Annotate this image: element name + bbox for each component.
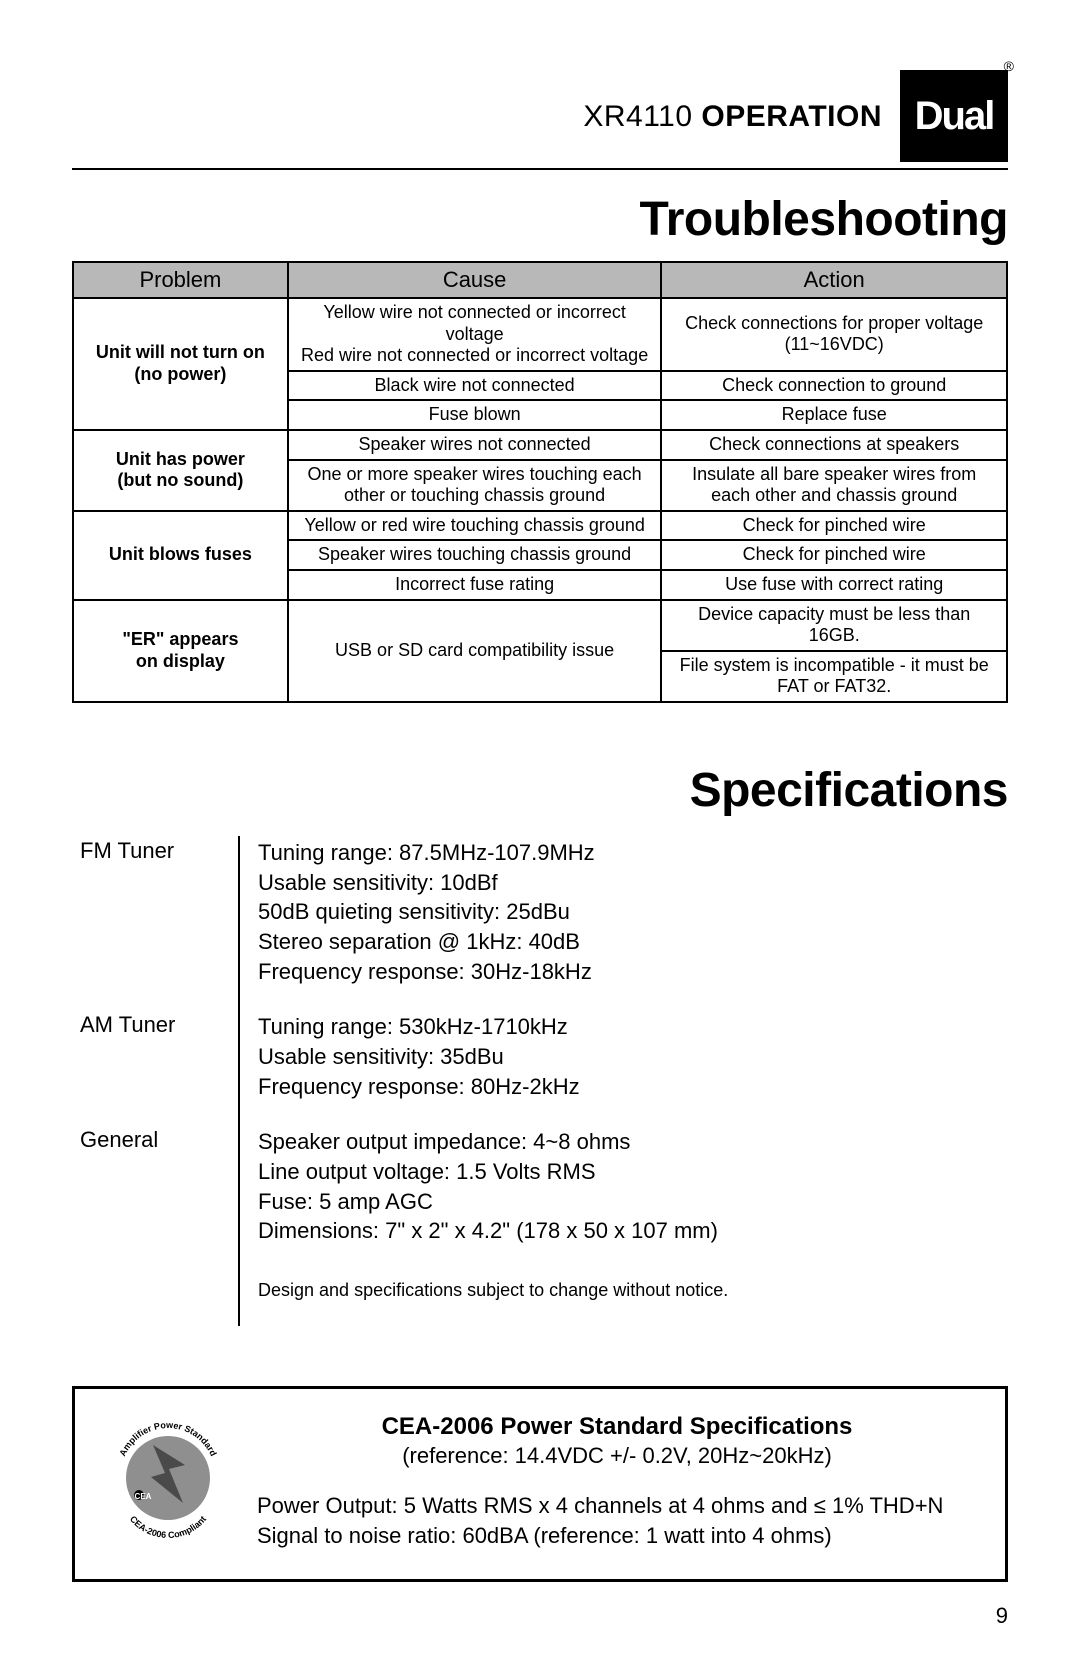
cause-cell: One or more speaker wires touching each … (288, 460, 662, 511)
cea-snr: Signal to noise ratio: 60dBA (reference:… (257, 1521, 977, 1551)
table-row: Unit will not turn on(no power)Yellow wi… (73, 298, 1007, 371)
cause-cell: Speaker wires not connected (288, 430, 662, 460)
page-number: 9 (996, 1603, 1008, 1629)
col-header-action: Action (661, 262, 1007, 298)
spec-note-row: Design and specifications subject to cha… (80, 1270, 1008, 1326)
action-cell: Check connection to ground (661, 371, 1007, 401)
cause-cell: Fuse blown (288, 400, 662, 430)
troubleshooting-title: Troubleshooting (72, 192, 1008, 247)
action-cell: Check for pinched wire (661, 511, 1007, 541)
svg-text:CEA: CEA (135, 1492, 152, 1501)
specifications-section: Specifications FM TunerTuning range: 87.… (72, 763, 1008, 1327)
problem-cell: "ER" appearson display (73, 600, 288, 702)
spec-note: Design and specifications subject to cha… (240, 1276, 728, 1326)
cause-cell: Yellow or red wire touching chassis grou… (288, 511, 662, 541)
product-model: XR4110 (583, 100, 692, 133)
brand-logo-text: Dual (915, 94, 994, 139)
header-title: XR4110 OPERATION (583, 70, 882, 134)
problem-cell: Unit will not turn on(no power) (73, 298, 288, 430)
header: XR4110 OPERATION ® Dual (72, 70, 1008, 162)
action-cell: File system is incompatible - it must be… (661, 651, 1007, 702)
cause-cell: Yellow wire not connected or incorrect v… (288, 298, 662, 371)
table-header-row: Problem Cause Action (73, 262, 1007, 298)
action-cell: Device capacity must be less than 16GB. (661, 600, 1007, 651)
cea-title: CEA-2006 Power Standard Specifications (257, 1413, 977, 1441)
action-cell: Insulate all bare speaker wires from eac… (661, 460, 1007, 511)
spec-group-label: FM Tuner (80, 836, 240, 1010)
col-header-cause: Cause (288, 262, 662, 298)
action-cell: Check for pinched wire (661, 540, 1007, 570)
problem-cell: Unit has power(but no sound) (73, 430, 288, 511)
action-cell: Check connections at speakers (661, 430, 1007, 460)
section-name: OPERATION (701, 100, 882, 133)
cea-power-output: Power Output: 5 Watts RMS x 4 channels a… (257, 1491, 977, 1521)
spec-group-body: Tuning range: 530kHz-1710kHzUsable sensi… (240, 1010, 580, 1125)
spec-note-pad (80, 1270, 240, 1326)
specifications-title: Specifications (72, 763, 1008, 818)
spec-group: AM TunerTuning range: 530kHz-1710kHzUsab… (80, 1010, 1008, 1125)
spec-group-body: Tuning range: 87.5MHz-107.9MHzUsable sen… (240, 836, 595, 1010)
header-divider (72, 168, 1008, 170)
cause-cell: Speaker wires touching chassis ground (288, 540, 662, 570)
cea-reference: (reference: 14.4VDC +/- 0.2V, 20Hz~20kHz… (257, 1443, 977, 1469)
cause-cell: Incorrect fuse rating (288, 570, 662, 600)
table-row: Unit has power(but no sound)Speaker wire… (73, 430, 1007, 460)
cause-cell: USB or SD card compatibility issue (288, 600, 662, 702)
cea-badge-icon: Amplifier Power Standard CEA-2006 Compli… (103, 1413, 233, 1543)
cea-text: CEA-2006 Power Standard Specifications (… (257, 1413, 977, 1550)
problem-cell: Unit blows fuses (73, 511, 288, 600)
spec-group: FM TunerTuning range: 87.5MHz-107.9MHzUs… (80, 836, 1008, 1010)
cause-cell: Black wire not connected (288, 371, 662, 401)
brand-logo: ® Dual (900, 70, 1008, 162)
action-cell: Check connections for proper voltage (11… (661, 298, 1007, 371)
cea-box: Amplifier Power Standard CEA-2006 Compli… (72, 1386, 1008, 1581)
specifications-table: FM TunerTuning range: 87.5MHz-107.9MHzUs… (80, 836, 1008, 1327)
col-header-problem: Problem (73, 262, 288, 298)
action-cell: Use fuse with correct rating (661, 570, 1007, 600)
action-cell: Replace fuse (661, 400, 1007, 430)
spec-group-body: Speaker output impedance: 4~8 ohmsLine o… (240, 1125, 718, 1270)
spec-group-label: General (80, 1125, 240, 1270)
registered-mark: ® (1004, 58, 1014, 74)
table-row: "ER" appearson displayUSB or SD card com… (73, 600, 1007, 651)
spec-group: GeneralSpeaker output impedance: 4~8 ohm… (80, 1125, 1008, 1270)
table-row: Unit blows fusesYellow or red wire touch… (73, 511, 1007, 541)
troubleshooting-table: Problem Cause Action Unit will not turn … (72, 261, 1008, 703)
spec-group-label: AM Tuner (80, 1010, 240, 1125)
